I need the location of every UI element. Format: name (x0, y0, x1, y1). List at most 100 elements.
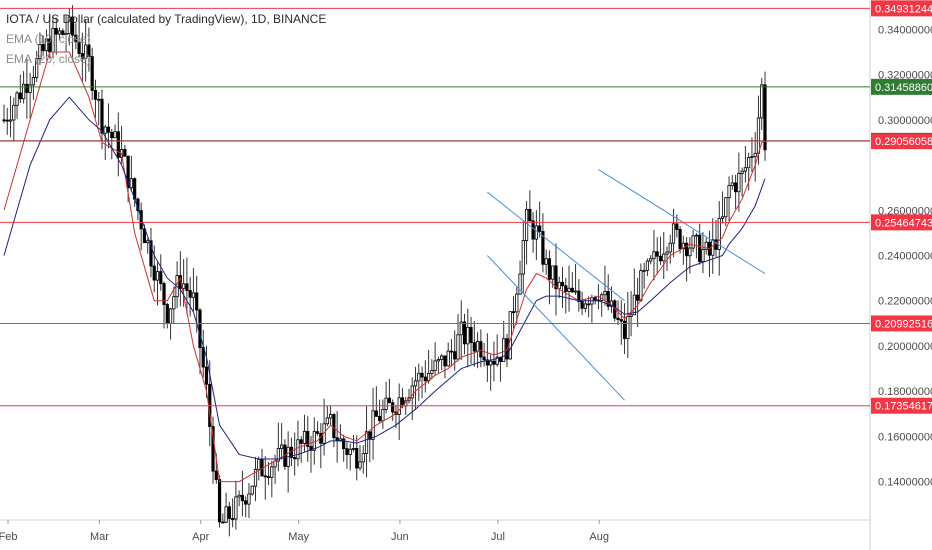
candle (139, 202, 143, 251)
candle (456, 314, 460, 362)
candle (436, 356, 440, 374)
level-price-tag: 0.29056058 (871, 133, 932, 150)
candle (103, 124, 107, 161)
candle (730, 175, 734, 190)
candle (286, 431, 290, 493)
candle (734, 174, 738, 210)
candle (57, 27, 62, 41)
grid (0, 0, 871, 550)
candle (547, 250, 552, 305)
candle (580, 291, 584, 316)
candle (113, 124, 117, 139)
candle (737, 152, 741, 212)
lower-channel[interactable] (487, 255, 625, 401)
candle (508, 311, 512, 360)
candle (528, 190, 532, 222)
candle (296, 420, 300, 467)
candle (502, 320, 506, 362)
level-price-tag: 0.17354617 (871, 397, 932, 414)
x-tick-label: May (288, 531, 309, 543)
ema20-legend[interactable]: EMA (20, close) (6, 52, 91, 66)
candle (688, 237, 692, 274)
time-axis[interactable]: Feb Mar Apr May Jun Jul Aug (0, 520, 609, 543)
price-axis[interactable]: 0.34000000 0.32000000 0.30000000 0.26000000… (878, 24, 932, 488)
candle (387, 378, 391, 404)
candle (662, 231, 666, 279)
upper-channel[interactable] (487, 191, 625, 302)
candle (149, 227, 153, 278)
candle (704, 237, 708, 255)
candle (613, 299, 617, 322)
candle (18, 74, 22, 104)
candle (469, 316, 473, 365)
candle (691, 230, 695, 253)
candle (8, 96, 13, 138)
candle (15, 90, 19, 119)
candle (162, 281, 166, 329)
level-price-tag: 0.25464743 (871, 214, 932, 231)
candle (93, 79, 98, 118)
candle (299, 436, 303, 463)
level-price-tag: 0.34931244 (871, 0, 932, 17)
chart-legend: IOTA / US Dollar (calculated by TradingV… (6, 9, 326, 69)
level-label: 0.17354617 (875, 401, 932, 413)
candle (391, 399, 395, 421)
candle (541, 213, 545, 273)
candle (211, 416, 215, 484)
candle (123, 144, 127, 158)
x-tick-label: Mar (90, 531, 109, 543)
symbol-title[interactable]: IOTA / US Dollar (calculated by TradingV… (6, 12, 327, 26)
candle (727, 176, 731, 222)
candle (332, 413, 336, 448)
candle (544, 249, 548, 275)
candle (97, 92, 101, 126)
candle (763, 71, 767, 161)
candle (492, 341, 496, 382)
candle (84, 19, 88, 82)
candle (152, 245, 156, 293)
candle (348, 443, 352, 471)
candle (626, 291, 630, 359)
candle (420, 366, 424, 399)
candle (485, 333, 489, 382)
y-tick-label: 0.34000000 (878, 24, 932, 36)
candle (302, 414, 307, 453)
candle (201, 329, 205, 378)
candle (2, 104, 6, 124)
candle (234, 480, 238, 530)
candle (665, 246, 669, 271)
x-tick-label: Jun (391, 531, 409, 543)
candle (747, 152, 751, 191)
candle (224, 492, 228, 524)
candle (247, 483, 251, 518)
candle (423, 360, 427, 393)
candle (41, 35, 45, 55)
candle (309, 435, 313, 473)
candle (495, 334, 499, 367)
candle (724, 197, 728, 227)
y-tick-label: 0.24000000 (878, 250, 932, 262)
candle (453, 330, 457, 371)
candle (351, 435, 356, 452)
candle (462, 313, 467, 355)
level-label: 0.34931244 (875, 3, 932, 15)
candle (315, 421, 320, 436)
ema10-legend[interactable]: EMA (10, close) (6, 32, 91, 46)
candle (12, 97, 16, 142)
breakout-line[interactable] (598, 169, 766, 274)
candle (231, 498, 235, 528)
candle (645, 258, 650, 277)
candle (257, 456, 261, 481)
candle (740, 167, 744, 197)
candle (560, 267, 565, 308)
candle (701, 232, 705, 274)
candle (410, 377, 414, 421)
candle (655, 237, 659, 275)
candle (417, 363, 421, 401)
candle (583, 299, 587, 313)
candle (619, 300, 623, 345)
candle (440, 354, 444, 371)
candle (636, 277, 640, 327)
candle (413, 366, 418, 411)
